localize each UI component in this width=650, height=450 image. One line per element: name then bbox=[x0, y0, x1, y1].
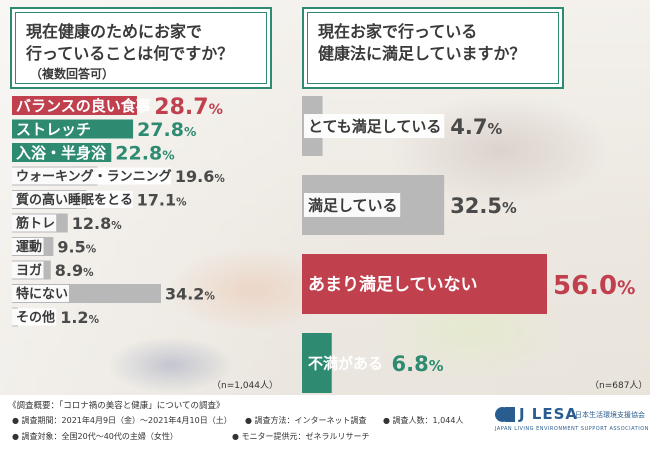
left-value-label-2: 22.8% bbox=[115, 143, 174, 165]
right-bar-2 bbox=[302, 254, 547, 314]
left-label-bg-9 bbox=[12, 308, 57, 326]
lesa-logo-text: J LESA bbox=[519, 405, 579, 423]
left-category-label-8: 特にない bbox=[16, 286, 68, 302]
left-value-number-6: 9.5 bbox=[57, 238, 85, 257]
left-value-label-3: 19.6% bbox=[175, 167, 225, 186]
footer-overview: 《調査概要：「コロナ禍の美容と健康」についての調査》 bbox=[8, 401, 225, 411]
left-label-bg-6 bbox=[12, 238, 44, 255]
left-bar-0 bbox=[12, 96, 137, 115]
left-value-label-8: 34.2% bbox=[165, 285, 215, 304]
right-value-label-0: 4.7% bbox=[450, 115, 502, 139]
left-value-label-1: 27.8% bbox=[137, 119, 196, 141]
right-label-bg-0 bbox=[304, 114, 445, 138]
left-value-label-9: 1.2% bbox=[60, 308, 99, 327]
right-value-number-1: 32.5 bbox=[450, 194, 502, 218]
right-category-label-1: 満足している bbox=[308, 196, 398, 214]
left-value-number-2: 22.8 bbox=[115, 143, 162, 165]
right-label-bg-1 bbox=[304, 193, 401, 217]
lesa-logo: J LESA 日本生活環境支援協会 JAPAN LIVING ENVIRONME… bbox=[495, 405, 648, 437]
left-bar-2 bbox=[12, 143, 112, 162]
footer-period: ● 調査期間：2021年4月9日（金）〜2021年4月10日（土） bbox=[12, 416, 232, 425]
left-category-label-4: 質の高い睡眠をとる bbox=[16, 192, 133, 208]
left-value-number-0: 28.7 bbox=[154, 95, 208, 120]
lesa-logo-en: JAPAN LIVING ENVIRONMENT SUPPORT ASSOCIA… bbox=[495, 426, 649, 432]
left-value-number-8: 34.2 bbox=[165, 285, 204, 304]
right-value-percent-2: % bbox=[617, 278, 635, 299]
right-category-label-3: 不満がある bbox=[308, 354, 383, 372]
footer: 《調査概要：「コロナ禍の美容と健康」についての調査》 ● 調査期間：2021年4… bbox=[0, 395, 650, 450]
left-value-number-1: 27.8 bbox=[137, 119, 184, 141]
footer-provider: ● モニター提供元：ゼネラルリサーチ bbox=[232, 432, 370, 441]
left-value-number-7: 8.9 bbox=[55, 261, 83, 280]
right-value-percent-0: % bbox=[488, 121, 503, 138]
right-value-percent-1: % bbox=[502, 200, 517, 217]
left-value-percent-6: % bbox=[86, 244, 97, 256]
right-value-label-1: 32.5% bbox=[450, 194, 517, 218]
right-value-number-0: 4.7 bbox=[450, 115, 487, 139]
left-value-percent-1: % bbox=[184, 125, 196, 139]
question-box-right: 現在お家で行っている 健康法に満足していますか？ bbox=[302, 7, 564, 89]
right-value-percent-3: % bbox=[429, 358, 444, 375]
left-value-percent-3: % bbox=[214, 173, 225, 185]
question-right-text: 現在お家で行っている 健康法に満足していますか？ bbox=[318, 22, 526, 63]
left-category-label-5: 筋トレ bbox=[15, 216, 55, 232]
left-value-label-7: 8.9% bbox=[55, 261, 94, 280]
question-left-sub: （複数回答可） bbox=[30, 67, 115, 81]
left-category-label-1: ストレッチ bbox=[16, 120, 91, 138]
right-value-number-2: 56.0 bbox=[553, 271, 617, 301]
left-value-percent-4: % bbox=[176, 197, 187, 209]
left-value-percent-8: % bbox=[204, 291, 215, 303]
left-value-number-4: 17.1 bbox=[137, 191, 176, 210]
left-label-bg-4 bbox=[12, 191, 133, 208]
left-value-label-5: 12.8% bbox=[72, 214, 122, 233]
left-label-bg-8 bbox=[12, 285, 69, 302]
right-value-number-3: 6.8 bbox=[392, 352, 429, 376]
left-value-percent-7: % bbox=[83, 267, 94, 279]
left-value-label-4: 17.1% bbox=[137, 191, 187, 210]
question-box-left-inner-border bbox=[15, 12, 267, 84]
left-bar-1 bbox=[12, 119, 134, 139]
left-category-label-6: 運動 bbox=[16, 239, 42, 255]
left-value-label-0: 28.7% bbox=[154, 95, 223, 120]
left-label-bg-3 bbox=[12, 167, 171, 185]
left-category-label-2: 入浴・半身浴 bbox=[16, 144, 107, 162]
question-left-text: 現在健康のためにお家で 行っていることは何ですか？ bbox=[26, 22, 234, 63]
left-value-percent-2: % bbox=[162, 149, 174, 163]
left-n-note: （n=1,044人） bbox=[212, 380, 278, 391]
left-category-label-7: ヨガ bbox=[16, 264, 42, 279]
left-value-number-5: 12.8 bbox=[72, 214, 111, 233]
footer-method: ● 調査方法：インターネット調査 bbox=[245, 416, 367, 425]
question-box-left: 現在健康のためにお家で 行っていることは何ですか？ （複数回答可） bbox=[10, 7, 272, 89]
right-category-label-2: あまり満足していない bbox=[308, 274, 478, 295]
left-value-number-9: 1.2 bbox=[60, 308, 88, 327]
lesa-logo-mark-icon-part bbox=[505, 407, 515, 422]
left-category-label-0: バランスの良い食事 bbox=[16, 97, 151, 115]
left-category-label-9: その他 bbox=[16, 310, 55, 326]
charts-svg: バランスの良い食事 28.7% ストレッチ 27.8% 入浴・半身浴 22.8% ウォーキン… bbox=[12, 95, 647, 393]
footer-target: ● 調査対象：全国20代〜40代の主婦（女性） bbox=[12, 432, 178, 441]
right-n-note: （n=687人） bbox=[590, 380, 647, 391]
left-value-percent-9: % bbox=[89, 314, 100, 326]
left-label-bg-5 bbox=[12, 214, 57, 232]
left-value-label-6: 9.5% bbox=[57, 238, 96, 257]
left-value-percent-0: % bbox=[209, 102, 223, 118]
left-value-number-3: 19.6 bbox=[175, 167, 214, 186]
lesa-logo-jp: 日本生活環境支援協会 bbox=[575, 411, 645, 419]
left-value-percent-5: % bbox=[111, 220, 122, 232]
right-category-label-0: とても満足している bbox=[308, 117, 441, 135]
left-label-bg-7 bbox=[12, 261, 44, 279]
footer-count: ● 調査人数：1,044人 bbox=[383, 416, 464, 425]
right-value-label-3: 6.8% bbox=[392, 352, 444, 376]
left-category-label-3: ウォーキング・ランニング bbox=[16, 169, 172, 185]
question-box-right-inner-border bbox=[307, 12, 559, 84]
right-value-label-2: 56.0% bbox=[553, 271, 635, 301]
right-bar-3 bbox=[302, 333, 332, 393]
